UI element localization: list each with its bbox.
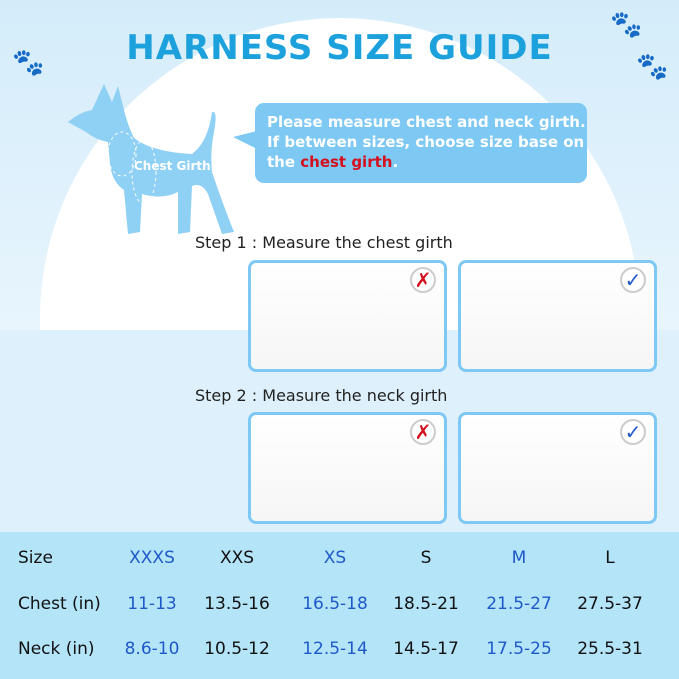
info-line: If between sizes, choose size base on <box>267 133 585 151</box>
table-row: Chest (in) 11-13 13.5-16 16.5-18 18.5-21… <box>0 594 679 624</box>
header-cell: M <box>511 548 527 568</box>
step-2-wrong-photo: ✗ <box>248 412 447 524</box>
header-cell: L <box>605 548 615 568</box>
header-cell: XXS <box>219 548 255 568</box>
paw-icon: 🐾 <box>636 52 669 82</box>
table-cell: 27.5-37 <box>577 594 643 614</box>
info-line: Please measure chest and neck girth. <box>267 113 586 131</box>
step-1-label: Step 1 : Measure the chest girth <box>195 233 453 252</box>
table-cell: 11-13 <box>127 594 177 614</box>
table-header-row: Size XXXS XXS XS S M L <box>0 548 679 578</box>
chest-girth-label: Chest Girth <box>134 159 211 173</box>
step-2-correct-photo: ✓ <box>458 412 657 524</box>
table-cell: 8.6-10 <box>124 639 180 659</box>
step-2-label: Step 2 : Measure the neck girth <box>195 386 448 405</box>
row-label: Chest (in) <box>18 594 101 614</box>
table-cell: 25.5-31 <box>577 639 643 659</box>
table-row: Neck (in) 8.6-10 10.5-12 12.5-14 14.5-17… <box>0 639 679 669</box>
info-text: the <box>267 153 301 171</box>
paw-icon: 🐾 <box>12 48 45 78</box>
check-icon: ✓ <box>620 419 646 445</box>
paw-icon: 🐾 <box>610 10 643 40</box>
table-cell: 14.5-17 <box>393 639 459 659</box>
cross-icon: ✗ <box>410 267 436 293</box>
neck-girth-label: Neck Girth <box>132 123 204 137</box>
table-cell: 13.5-16 <box>204 594 270 614</box>
highlight-text: chest girth <box>300 153 393 171</box>
header-cell: S <box>420 548 432 568</box>
dog-silhouette-icon: Neck Girth Chest Girth <box>68 84 234 234</box>
info-bubble: Please measure chest and neck girth. If … <box>233 103 587 183</box>
table-cell: 12.5-14 <box>302 639 368 659</box>
size-table: Size XXXS XXS XS S M L Chest (in) 11-13 … <box>0 532 679 679</box>
table-cell: 17.5-25 <box>486 639 552 659</box>
table-cell: 10.5-12 <box>204 639 270 659</box>
table-cell: 16.5-18 <box>302 594 368 614</box>
info-text: . <box>392 153 399 171</box>
check-icon: ✓ <box>620 267 646 293</box>
table-cell: 21.5-27 <box>486 594 552 614</box>
header-cell: XS <box>323 548 347 568</box>
row-label: Neck (in) <box>18 639 95 659</box>
page-title: HARNESS SIZE GUIDE <box>126 28 553 68</box>
info-line: the chest girth. <box>267 152 587 172</box>
header-cell: XXXS <box>129 548 175 568</box>
table-cell: 18.5-21 <box>393 594 459 614</box>
cross-icon: ✗ <box>410 419 436 445</box>
step-1-wrong-photo: ✗ <box>248 260 447 372</box>
step-1-correct-photo: ✓ <box>458 260 657 372</box>
header-cell: Size <box>18 548 53 568</box>
